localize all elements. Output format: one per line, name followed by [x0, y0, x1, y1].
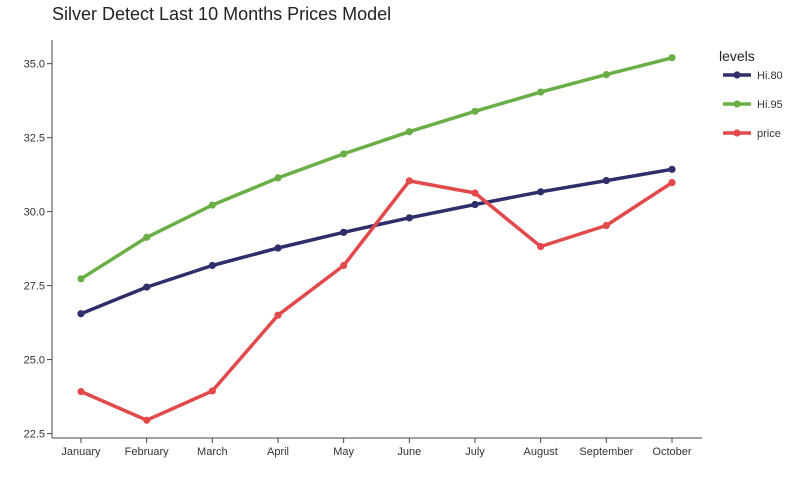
- y-tick-label: 30.0: [24, 207, 45, 219]
- x-tick-label: October: [652, 446, 691, 458]
- y-tick-label: 35.0: [24, 59, 45, 71]
- data-point-price: [602, 221, 610, 230]
- data-point-price: [405, 177, 413, 185]
- x-tick-label: May: [333, 446, 354, 458]
- data-point-hi-80: [537, 188, 545, 196]
- data-point-hi-95: [405, 128, 413, 136]
- x-tick-label: March: [197, 446, 228, 458]
- data-point-price: [77, 387, 85, 396]
- legend-label-hi-95: Hi.95: [757, 99, 783, 111]
- data-point-hi-95: [143, 233, 151, 241]
- data-point-hi-95: [602, 71, 610, 79]
- data-point-price: [143, 416, 151, 424]
- legend-label-hi-80: Hi.80: [757, 70, 783, 82]
- data-point-price: [340, 261, 348, 270]
- x-axis-ticks: January February March April May June July Augu…: [61, 438, 692, 458]
- legend-marker-hi-95: [733, 100, 741, 108]
- series-line-hi-80: [79, 167, 674, 316]
- data-point-hi-95: [340, 150, 348, 158]
- y-tick-label: 25.0: [24, 355, 45, 367]
- y-tick-label: 32.5: [24, 133, 45, 145]
- data-point-hi-80: [143, 283, 151, 291]
- series-line-hi-95: [79, 56, 674, 281]
- data-point-hi-80: [77, 310, 85, 318]
- legend-label-price: price: [757, 128, 781, 140]
- legend-marker-hi-80: [733, 71, 741, 79]
- data-point-price: [537, 242, 545, 251]
- data-point-hi-95: [77, 275, 85, 283]
- data-point-hi-80: [405, 214, 413, 222]
- y-tick-label: 22.5: [24, 429, 45, 441]
- data-point-hi-95: [208, 201, 216, 209]
- legend-title: levels: [719, 48, 755, 64]
- data-point-hi-95: [471, 107, 479, 115]
- y-tick-label: 27.5: [24, 281, 45, 293]
- series-line-price: [79, 179, 674, 422]
- x-tick-label: February: [125, 446, 170, 458]
- data-point-hi-80: [340, 228, 348, 236]
- chart-axes: [51, 40, 702, 439]
- data-point-hi-80: [602, 176, 610, 185]
- x-tick-label: June: [397, 446, 421, 458]
- data-point-hi-95: [537, 88, 545, 96]
- data-point-price: [274, 311, 282, 319]
- x-tick-label: July: [465, 446, 485, 458]
- data-point-hi-80: [208, 261, 216, 270]
- data-point-hi-80: [274, 244, 282, 252]
- series-lines: [79, 56, 674, 422]
- data-point-hi-95: [274, 174, 282, 182]
- x-tick-label: August: [524, 446, 558, 458]
- x-tick-label: April: [267, 446, 289, 458]
- legend: levels Hi.80 Hi.95 price: [719, 48, 783, 140]
- data-point-price: [668, 179, 676, 187]
- data-point-hi-80: [668, 165, 676, 173]
- legend-marker-price: [733, 129, 741, 137]
- data-point-hi-80: [471, 200, 479, 209]
- data-point-price: [208, 387, 216, 395]
- x-tick-label: January: [61, 446, 101, 458]
- x-tick-label: September: [579, 446, 633, 458]
- data-point-hi-95: [668, 54, 676, 62]
- chart-title: Silver Detect Last 10 Months Prices Mode…: [52, 4, 391, 24]
- series-points: [77, 54, 676, 424]
- data-point-price: [471, 189, 479, 197]
- y-axis-ticks: 22.5 25.0 27.5 30.0 32.5 35.0: [24, 59, 52, 441]
